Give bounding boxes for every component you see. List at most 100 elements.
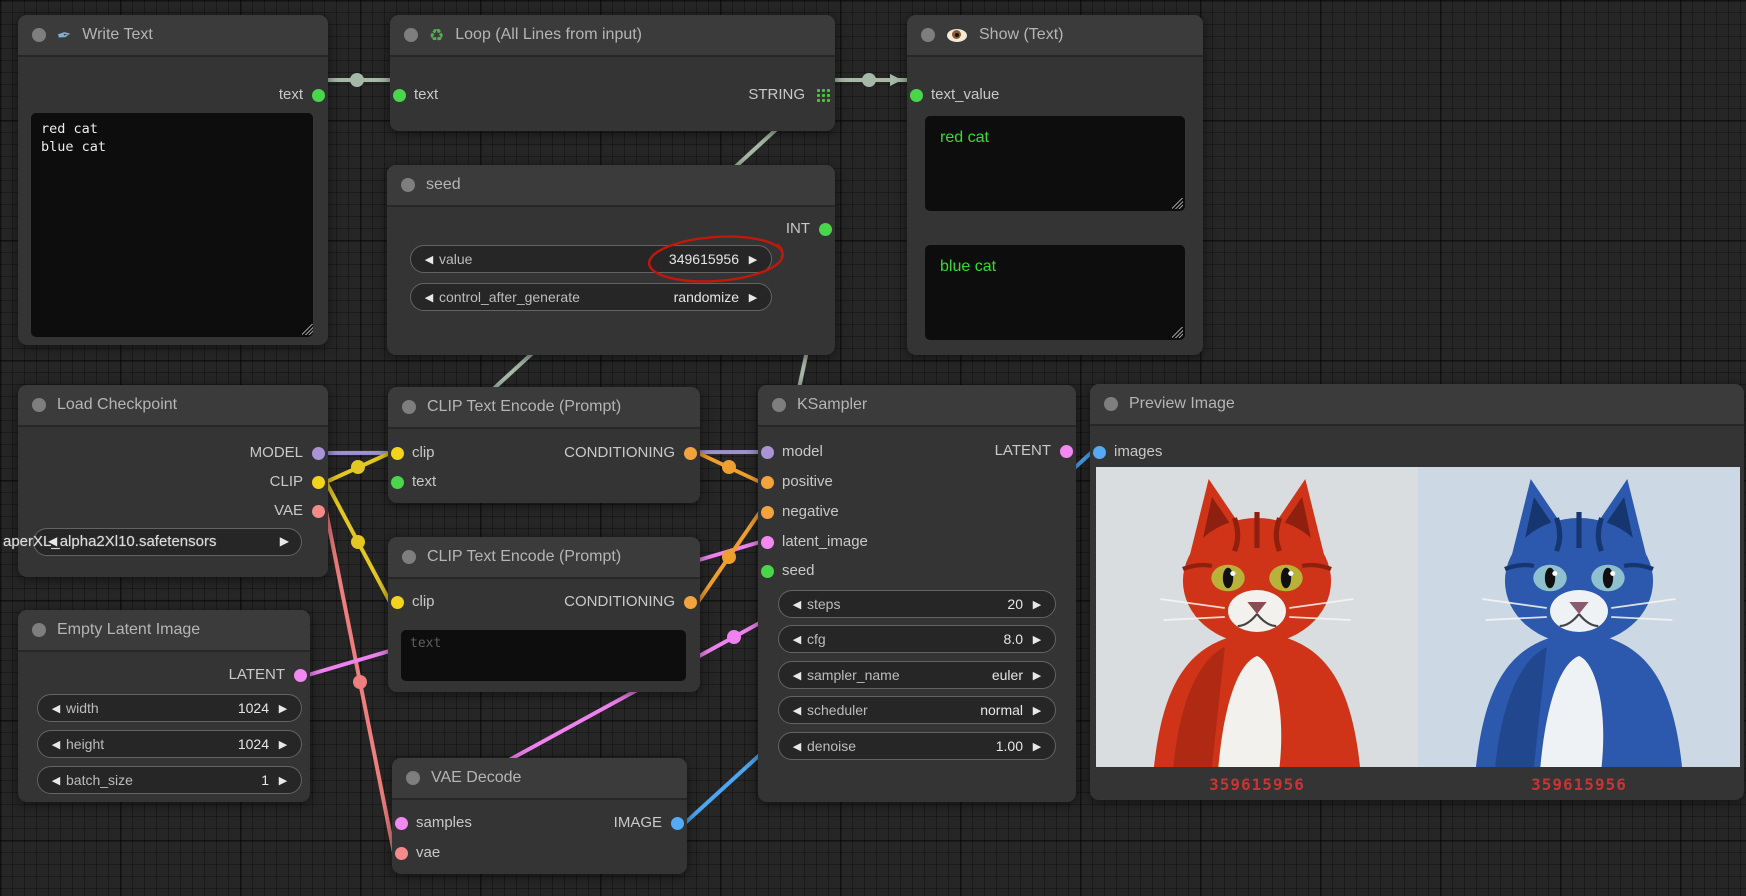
collapse-dot[interactable] bbox=[1104, 397, 1118, 411]
increment-arrow-icon[interactable]: ▶ bbox=[1032, 669, 1042, 682]
input-slot-text[interactable]: text bbox=[390, 85, 835, 105]
input-slot-latent-image[interactable]: latent_image bbox=[758, 532, 1076, 552]
node-clip-encode-positive-header[interactable]: CLIP Text Encode (Prompt) bbox=[388, 387, 700, 429]
decrement-arrow-icon[interactable]: ◀ bbox=[792, 669, 802, 682]
sampler-name-widget[interactable]: ◀ sampler_name euler ▶ bbox=[778, 661, 1056, 689]
collapse-dot[interactable] bbox=[406, 771, 420, 785]
collapse-dot[interactable] bbox=[402, 400, 416, 414]
output-slot-image[interactable]: IMAGE bbox=[392, 813, 687, 833]
height-widget[interactable]: ◀ height 1024 ▶ bbox=[37, 730, 302, 758]
input-dot-model[interactable] bbox=[761, 446, 774, 459]
width-widget[interactable]: ◀ width 1024 ▶ bbox=[37, 694, 302, 722]
node-clip-encode-negative-header[interactable]: CLIP Text Encode (Prompt) bbox=[388, 537, 700, 579]
text-input-area[interactable]: red cat blue cat bbox=[31, 113, 313, 337]
input-dot-text-value[interactable] bbox=[910, 89, 923, 102]
collapse-dot[interactable] bbox=[772, 398, 786, 412]
input-dot-negative[interactable] bbox=[761, 506, 774, 519]
collapse-dot[interactable] bbox=[32, 623, 46, 637]
increment-arrow-icon[interactable]: ▶ bbox=[1032, 740, 1042, 753]
output-dot-conditioning[interactable] bbox=[684, 596, 697, 609]
increment-arrow-icon[interactable]: ▶ bbox=[748, 253, 758, 266]
node-show-text[interactable]: Show (Text) text_value red cat blue cat bbox=[907, 15, 1203, 355]
steps-widget[interactable]: ◀ steps 20 ▶ bbox=[778, 590, 1056, 618]
decrement-arrow-icon[interactable]: ◀ bbox=[792, 704, 802, 717]
seed-value-widget[interactable]: ◀ value 349615956 ▶ bbox=[410, 245, 772, 273]
output-dot-int[interactable] bbox=[819, 223, 832, 236]
input-slot-seed[interactable]: seed bbox=[758, 561, 1076, 581]
input-slot-text[interactable]: text bbox=[388, 472, 700, 492]
decrement-arrow-icon[interactable]: ◀ bbox=[792, 740, 802, 753]
input-slot-positive[interactable]: positive bbox=[758, 472, 1076, 492]
next-arrow-icon[interactable]: ▶ bbox=[279, 534, 289, 548]
input-dot-vae[interactable] bbox=[395, 847, 408, 860]
output-dot-model[interactable] bbox=[312, 447, 325, 460]
collapse-dot[interactable] bbox=[32, 398, 46, 412]
denoise-widget[interactable]: ◀ denoise 1.00 ▶ bbox=[778, 732, 1056, 760]
output-slot-clip[interactable]: CLIP bbox=[18, 472, 328, 492]
input-slot-vae[interactable]: vae bbox=[392, 843, 687, 863]
prev-arrow-icon[interactable]: ◀ bbox=[48, 534, 58, 548]
prompt-text-area[interactable]: text bbox=[401, 630, 686, 681]
decrement-arrow-icon[interactable]: ◀ bbox=[51, 702, 61, 715]
node-empty-latent-header[interactable]: Empty Latent Image bbox=[18, 610, 310, 652]
increment-arrow-icon[interactable]: ▶ bbox=[1032, 598, 1042, 611]
decrement-arrow-icon[interactable]: ◀ bbox=[792, 633, 802, 646]
collapse-dot[interactable] bbox=[401, 178, 415, 192]
increment-arrow-icon[interactable]: ▶ bbox=[278, 702, 288, 715]
node-clip-encode-negative[interactable]: CLIP Text Encode (Prompt) clip CONDITION… bbox=[388, 537, 700, 692]
node-loop[interactable]: ♻ Loop (All Lines from input) text STRIN… bbox=[390, 15, 835, 131]
node-write-text-header[interactable]: ✒ Write Text bbox=[18, 15, 328, 57]
output-slot-conditioning[interactable]: CONDITIONING bbox=[388, 443, 700, 463]
node-show-text-header[interactable]: Show (Text) bbox=[907, 15, 1203, 57]
input-slot-model[interactable]: model bbox=[758, 442, 1076, 462]
output-slot-model[interactable]: MODEL bbox=[18, 443, 328, 463]
node-seed-header[interactable]: seed bbox=[387, 165, 835, 207]
output-slot-conditioning[interactable]: CONDITIONING bbox=[388, 592, 700, 612]
decrement-arrow-icon[interactable]: ◀ bbox=[424, 253, 434, 266]
output-slot-text[interactable]: text bbox=[18, 85, 328, 105]
decrement-arrow-icon[interactable]: ◀ bbox=[792, 598, 802, 611]
node-seed[interactable]: seed INT ◀ value 349615956 ▶ ◀ control_a… bbox=[387, 165, 835, 355]
ckpt-name-widget[interactable]: ◀ aperXL_alpha2Xl10.safetensors ▶ bbox=[3, 528, 302, 556]
increment-arrow-icon[interactable]: ▶ bbox=[748, 291, 758, 304]
node-loop-header[interactable]: ♻ Loop (All Lines from input) bbox=[390, 15, 835, 57]
input-dot-images[interactable] bbox=[1093, 446, 1106, 459]
input-slot-images[interactable]: images bbox=[1090, 442, 1744, 462]
increment-arrow-icon[interactable]: ▶ bbox=[1032, 633, 1042, 646]
increment-arrow-icon[interactable]: ▶ bbox=[1032, 704, 1042, 717]
collapse-dot[interactable] bbox=[32, 28, 46, 42]
cfg-widget[interactable]: ◀ cfg 8.0 ▶ bbox=[778, 625, 1056, 653]
decrement-arrow-icon[interactable]: ◀ bbox=[51, 738, 61, 751]
decrement-arrow-icon[interactable]: ◀ bbox=[424, 291, 434, 304]
input-slot-negative[interactable]: negative bbox=[758, 502, 1076, 522]
node-load-checkpoint-header[interactable]: Load Checkpoint bbox=[18, 385, 328, 427]
node-vae-decode[interactable]: VAE Decode samples vae IMAGE bbox=[392, 758, 687, 874]
node-ksampler[interactable]: KSampler model positive negative latent_… bbox=[758, 385, 1076, 802]
input-dot-clip[interactable] bbox=[391, 447, 404, 460]
output-dot-image[interactable] bbox=[671, 817, 684, 830]
decrement-arrow-icon[interactable]: ◀ bbox=[51, 774, 61, 787]
input-slot-clip[interactable]: clip bbox=[388, 443, 700, 463]
node-preview-image-header[interactable]: Preview Image bbox=[1090, 384, 1744, 426]
output-slot-vae[interactable]: VAE bbox=[18, 501, 328, 521]
node-empty-latent[interactable]: Empty Latent Image LATENT ◀ width 1024 ▶… bbox=[18, 610, 310, 802]
output-dot-latent[interactable] bbox=[1060, 445, 1073, 458]
input-dot-text[interactable] bbox=[391, 476, 404, 489]
increment-arrow-icon[interactable]: ▶ bbox=[278, 774, 288, 787]
increment-arrow-icon[interactable]: ▶ bbox=[278, 738, 288, 751]
list-output-icon[interactable] bbox=[817, 89, 830, 102]
output-dot-vae[interactable] bbox=[312, 505, 325, 518]
output-dot-conditioning[interactable] bbox=[684, 447, 697, 460]
input-dot-latent-image[interactable] bbox=[761, 536, 774, 549]
collapse-dot[interactable] bbox=[921, 28, 935, 42]
node-clip-encode-positive[interactable]: CLIP Text Encode (Prompt) clip text COND… bbox=[388, 387, 700, 503]
control-after-generate-widget[interactable]: ◀ control_after_generate randomize ▶ bbox=[410, 283, 772, 311]
input-dot-samples[interactable] bbox=[395, 817, 408, 830]
input-slot-clip[interactable]: clip bbox=[388, 592, 700, 612]
node-preview-image[interactable]: Preview Image images bbox=[1090, 384, 1744, 800]
output-dot-clip[interactable] bbox=[312, 476, 325, 489]
output-slot-latent[interactable]: LATENT bbox=[18, 665, 310, 685]
output-slot-string[interactable]: STRING bbox=[390, 85, 835, 105]
input-dot-seed[interactable] bbox=[761, 565, 774, 578]
